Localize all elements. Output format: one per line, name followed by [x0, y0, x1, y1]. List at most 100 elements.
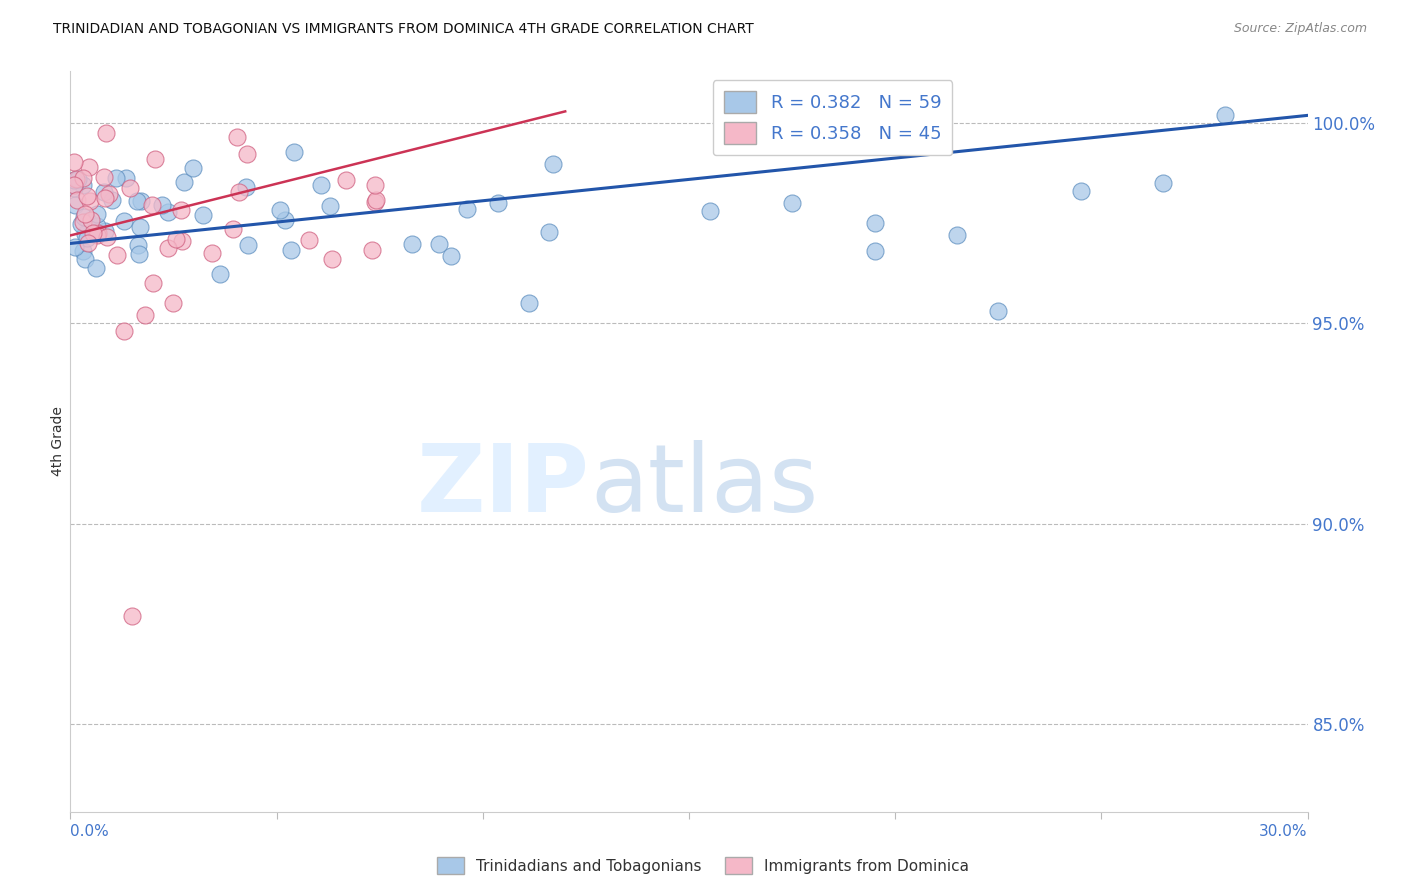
Point — [519, 296, 541, 310]
Point — [77, 235, 100, 250]
Point — [66, 172, 89, 186]
Text: 30.0%: 30.0% — [1260, 823, 1308, 838]
Point — [94, 126, 117, 140]
Point — [121, 608, 143, 623]
Point — [70, 217, 93, 231]
Point — [165, 232, 187, 246]
Point — [72, 244, 94, 258]
Point — [269, 203, 291, 218]
Point — [699, 204, 721, 219]
Point — [298, 233, 321, 247]
Text: atlas: atlas — [591, 440, 818, 532]
Point — [86, 219, 108, 234]
Point — [863, 244, 886, 259]
Point — [86, 207, 108, 221]
Point — [77, 160, 100, 174]
Point — [63, 173, 86, 187]
Point — [112, 325, 135, 339]
Point — [63, 198, 86, 212]
Text: Source: ZipAtlas.com: Source: ZipAtlas.com — [1233, 22, 1367, 36]
Point — [201, 246, 224, 260]
Point — [76, 231, 98, 245]
Point — [72, 178, 94, 193]
Point — [101, 194, 124, 208]
Point — [987, 304, 1010, 318]
Point — [97, 186, 120, 201]
Point — [129, 194, 152, 208]
Point — [309, 178, 332, 193]
Point — [112, 214, 135, 228]
Point — [364, 195, 387, 210]
Point — [172, 234, 194, 248]
Point — [86, 228, 108, 243]
Point — [93, 185, 115, 199]
Point — [141, 197, 163, 211]
Point — [225, 129, 247, 144]
Point — [75, 227, 97, 242]
Point — [235, 179, 257, 194]
Point — [780, 196, 803, 211]
Point — [127, 238, 149, 252]
Point — [142, 277, 165, 291]
Point — [93, 170, 115, 185]
Point — [77, 214, 100, 228]
Point — [96, 230, 118, 244]
Point — [541, 157, 564, 171]
Point — [191, 208, 214, 222]
Point — [72, 214, 94, 228]
Point — [87, 226, 110, 240]
Point — [440, 249, 463, 263]
Point — [73, 207, 96, 221]
Point — [84, 226, 107, 240]
Point — [157, 205, 180, 219]
Point — [280, 243, 302, 257]
Point — [364, 193, 387, 207]
Point — [1213, 108, 1236, 122]
Legend: Trinidadians and Tobagonians, Immigrants from Dominica: Trinidadians and Tobagonians, Immigrants… — [430, 851, 976, 880]
Point — [1070, 185, 1092, 199]
Point — [283, 145, 305, 160]
Legend: R = 0.382   N = 59, R = 0.358   N = 45: R = 0.382 N = 59, R = 0.358 N = 45 — [713, 80, 952, 155]
Text: ZIP: ZIP — [418, 440, 591, 532]
Point — [181, 161, 204, 175]
Point — [427, 237, 450, 252]
Point — [72, 171, 94, 186]
Point — [65, 193, 87, 207]
Point — [361, 244, 384, 258]
Point — [222, 221, 245, 235]
Point — [321, 252, 343, 266]
Point — [75, 252, 97, 266]
Point — [162, 296, 184, 310]
Point — [84, 260, 107, 275]
Point — [236, 146, 259, 161]
Point — [63, 181, 86, 195]
Point — [238, 237, 260, 252]
Point — [73, 211, 96, 225]
Y-axis label: 4th Grade: 4th Grade — [51, 407, 65, 476]
Point — [456, 202, 478, 216]
Point — [364, 178, 387, 193]
Point — [134, 309, 156, 323]
Point — [65, 240, 87, 254]
Point — [401, 236, 423, 251]
Point — [863, 216, 886, 230]
Point — [76, 189, 98, 203]
Point — [79, 194, 101, 209]
Text: TRINIDADIAN AND TOBAGONIAN VS IMMIGRANTS FROM DOMINICA 4TH GRADE CORRELATION CHA: TRINIDADIAN AND TOBAGONIAN VS IMMIGRANTS… — [53, 22, 754, 37]
Point — [208, 267, 231, 281]
Point — [114, 170, 136, 185]
Point — [94, 224, 117, 238]
Point — [143, 152, 166, 166]
Point — [228, 186, 250, 200]
Text: 0.0%: 0.0% — [70, 823, 110, 838]
Point — [128, 247, 150, 261]
Point — [104, 171, 127, 186]
Point — [63, 178, 86, 192]
Point — [63, 154, 86, 169]
Point — [335, 173, 357, 187]
Point — [1152, 177, 1174, 191]
Point — [65, 172, 87, 186]
Point — [79, 212, 101, 227]
Point — [150, 198, 173, 212]
Point — [125, 194, 148, 208]
